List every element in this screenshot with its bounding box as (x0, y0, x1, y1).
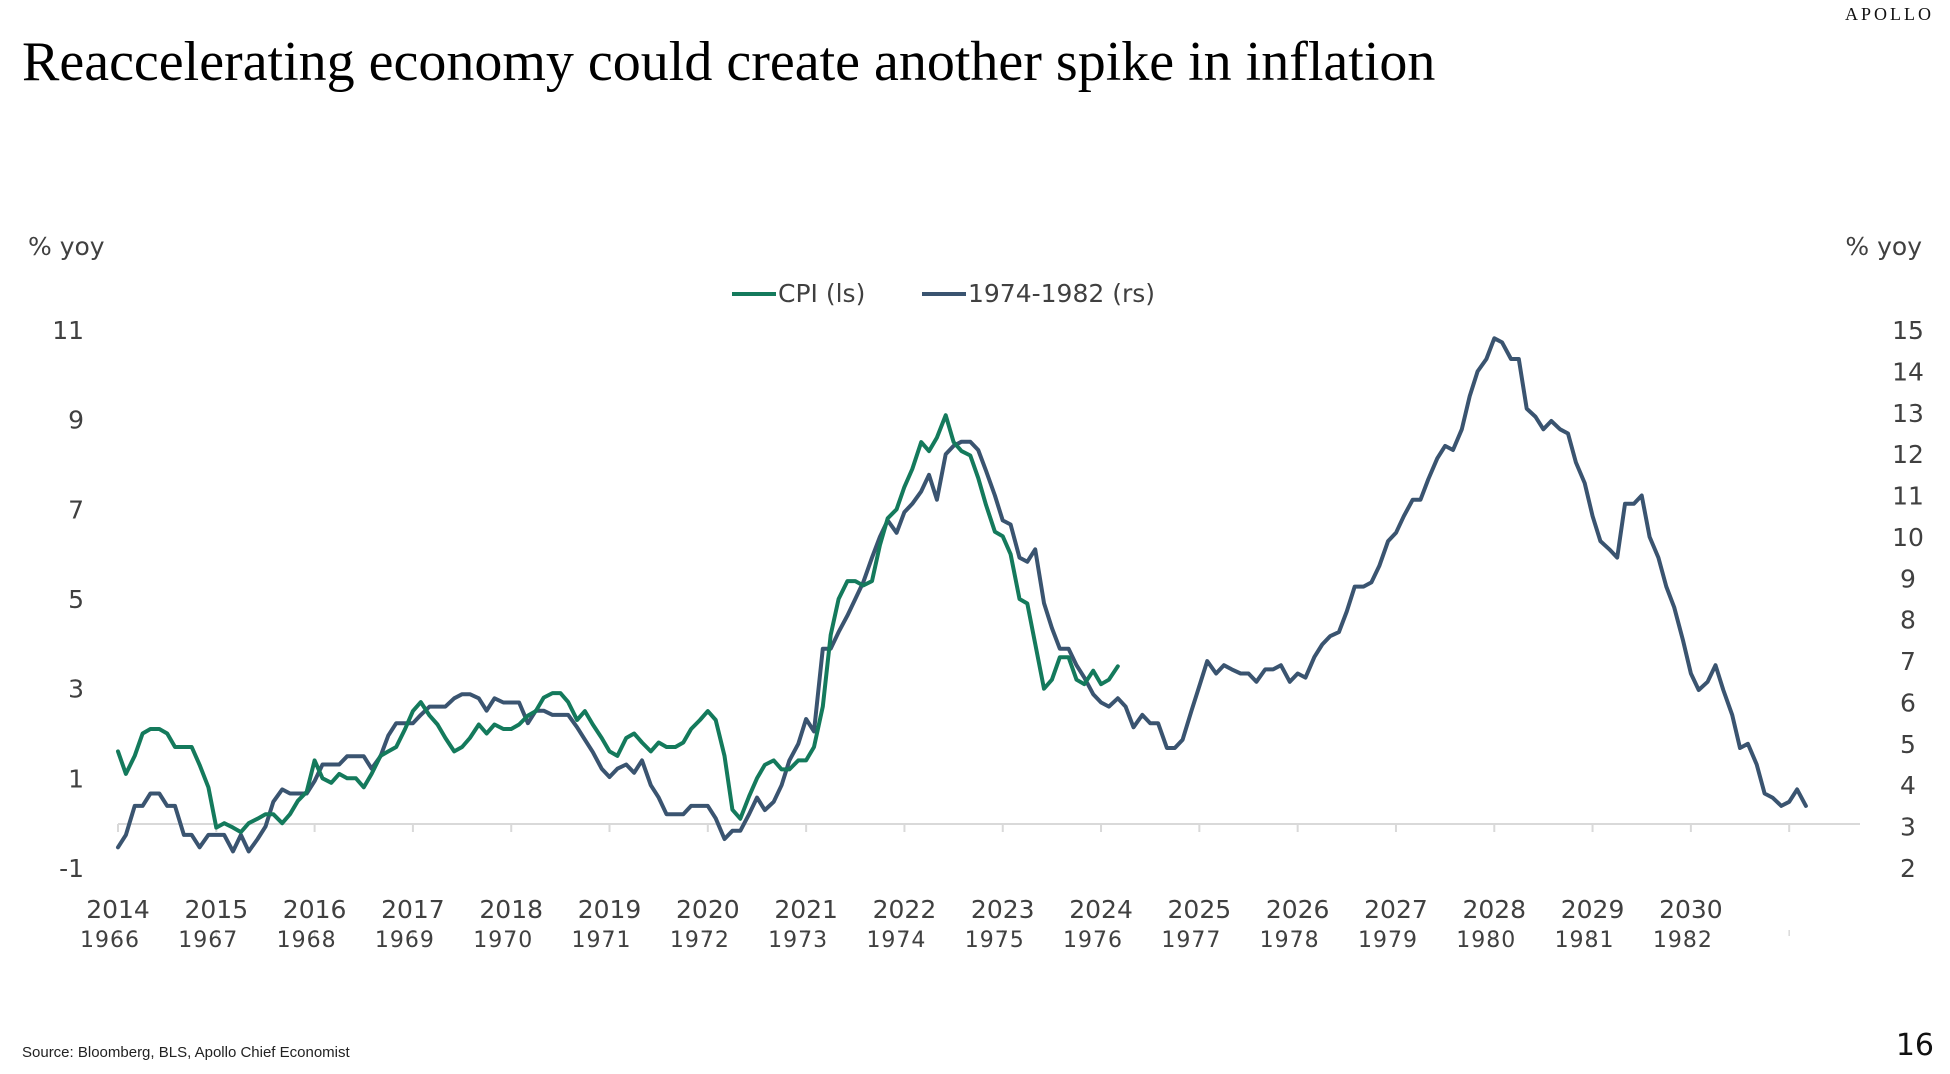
y-right-tick-label: 8 (1900, 606, 1916, 635)
x-tick-label-top: 2026 (1266, 895, 1330, 924)
x-tick-label-top: 2025 (1168, 895, 1232, 924)
left-axis-unit: % yoy (28, 232, 105, 261)
x-tick-label-top: 2023 (971, 895, 1035, 924)
x-tick-label-top: 2024 (1069, 895, 1133, 924)
x-tick-label-top: 2017 (381, 895, 445, 924)
series-line-1974-1982 (116, 336, 1808, 854)
x-tick-label-top: 2021 (774, 895, 838, 924)
chart-legend: CPI (ls) 1974-1982 (rs) (732, 279, 1155, 308)
x-tick-label-bottom: 1973 (768, 928, 828, 953)
y-right-tick-label: 14 (1892, 357, 1924, 386)
right-axis-unit: % yoy (1845, 232, 1922, 261)
y-left-tick-label: 11 (52, 316, 84, 345)
series-line-cpi (116, 413, 1120, 835)
brand-logo: APOLLO (1845, 4, 1934, 24)
y-right-tick-label: 2 (1900, 854, 1916, 883)
x-tick-label-bottom: 1974 (866, 928, 926, 953)
y-right-tick-label: 15 (1892, 316, 1924, 345)
x-tick-label-bottom: 1972 (670, 928, 730, 953)
y-left-tick-label: 9 (68, 406, 84, 435)
x-tick-label-top: 2014 (86, 895, 150, 924)
x-tick-label-top: 2027 (1364, 895, 1428, 924)
y-right-tick-label: 4 (1900, 771, 1916, 800)
x-tick-label-top: 2018 (479, 895, 543, 924)
x-tick-label-bottom: 1976 (1063, 928, 1123, 953)
y-right-tick-label: 10 (1892, 523, 1924, 552)
source-note: Source: Bloomberg, BLS, Apollo Chief Eco… (22, 1044, 350, 1061)
x-tick-label-bottom: 1982 (1653, 928, 1713, 953)
chart-title: Reaccelerating economy could create anot… (22, 31, 1436, 93)
x-tick-label-bottom: 1977 (1161, 928, 1221, 953)
x-tick-label-top: 2030 (1659, 895, 1723, 924)
legend-item-1974-1982-label: 1974-1982 (rs) (968, 279, 1155, 308)
y-right-tick-label: 13 (1892, 399, 1924, 428)
x-tick-label-top: 2022 (873, 895, 937, 924)
x-tick-label-bottom: 1978 (1260, 928, 1320, 953)
x-tick-label-bottom: 1969 (375, 928, 435, 953)
y-right-tick-label: 6 (1900, 688, 1916, 717)
y-right-tick-label: 11 (1892, 482, 1924, 511)
x-tick-label-bottom: 1968 (277, 928, 337, 953)
y-left-tick-label: -1 (59, 854, 84, 883)
x-tick-label-bottom: 1980 (1456, 928, 1516, 953)
y-right-tick-label: 7 (1900, 647, 1916, 676)
y-right-tick-label: 9 (1900, 564, 1916, 593)
x-tick-label-bottom: 1966 (80, 928, 140, 953)
x-tick-label-top: 2029 (1561, 895, 1625, 924)
page-number: 16 (1895, 1028, 1934, 1063)
x-tick-label-top: 2019 (578, 895, 642, 924)
y-left-tick-label: 3 (68, 675, 84, 704)
legend-item-cpi-label: CPI (ls) (778, 279, 865, 308)
x-tick-label-bottom: 1967 (178, 928, 238, 953)
x-tick-label-bottom: 1981 (1555, 928, 1615, 953)
x-tick-label-bottom: 1979 (1358, 928, 1418, 953)
y-right-tick-label: 12 (1892, 440, 1924, 469)
y-left-tick-label: 1 (68, 764, 84, 793)
x-tick-label-top: 2028 (1462, 895, 1526, 924)
y-right-tick-label: 3 (1900, 813, 1916, 842)
x-tick-label-bottom: 1971 (572, 928, 632, 953)
x-tick-label-top: 2020 (676, 895, 740, 924)
x-tick-label-bottom: 1970 (473, 928, 533, 953)
x-tick-label-top: 2015 (184, 895, 248, 924)
y-right-tick-label: 5 (1900, 730, 1916, 759)
x-tick-label-bottom: 1975 (965, 928, 1025, 953)
x-tick-label-top: 2016 (283, 895, 347, 924)
y-left-tick-label: 7 (68, 495, 84, 524)
y-left-tick-label: 5 (68, 585, 84, 614)
